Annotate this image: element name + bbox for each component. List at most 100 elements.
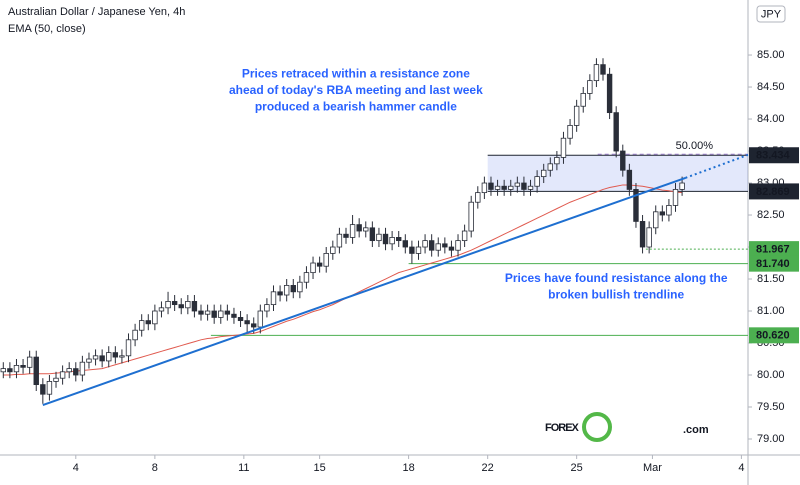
candle-body [376,233,382,242]
candle-body [653,211,659,229]
x-tick-label: 15 [314,462,326,474]
candle-body [158,307,165,312]
candle-body [475,192,481,203]
candle-body [132,329,138,341]
y-tick-label: 80.00 [757,369,785,381]
candle-body [53,377,59,382]
y-tick-label: 79.00 [757,433,785,445]
candle-body [178,304,184,309]
candle-body [593,64,600,82]
candle-body [290,285,296,293]
candle-body [508,185,514,190]
level-label: 80.620 [756,330,790,342]
candle-body [349,224,356,238]
y-tick-label: 84.00 [757,113,785,125]
candle-body [211,310,217,318]
annotation: ahead of today's RBA meeting and last we… [229,83,483,97]
fib-label: 50.00% [676,140,714,152]
candle-body [316,262,323,267]
candle-body [99,355,105,362]
candle-body [646,227,652,248]
candle-body [567,125,573,139]
x-tick-label: 22 [482,462,494,474]
candle-body [79,361,86,376]
candle-body [224,310,231,315]
logo-brand: FOREX [545,422,580,434]
candle-body [7,368,13,373]
candle-body [152,310,158,325]
candle-body [86,358,92,363]
candle-body [198,310,204,315]
currency-label: JPY [761,8,782,20]
candle-body [382,233,389,245]
trendline-extension [685,153,749,179]
candle-body [356,224,362,232]
candle-body [297,281,303,293]
annotation: produced a bearish hammer candle [255,99,457,113]
currency-box [756,5,786,23]
candle-body [20,365,26,368]
candle-body [481,182,488,194]
candle-body [435,243,441,251]
level-label-box [749,183,799,200]
candle-body [633,189,639,222]
x-tick-label: 4 [738,462,744,474]
candle-body [363,227,369,232]
annotation: Prices retraced within a resistance zone [242,66,470,80]
candle-body [204,310,211,315]
level-label-box [749,327,799,344]
candle-body [33,356,39,386]
candle-body [138,320,145,331]
candle-body [26,356,33,368]
candle-body [218,310,224,318]
candle-body [171,301,178,306]
y-tick-label: 79.50 [757,401,785,413]
candle-body [613,112,619,152]
candle-body [92,355,99,360]
level-label: 81.740 [756,258,790,270]
candle-body [521,182,527,190]
candle-body [165,301,171,309]
x-tick-label: Mar [643,462,662,474]
candle-body [66,368,72,373]
candle-body [527,185,534,190]
candle-body [534,176,540,187]
level-label: 81.967 [756,244,790,256]
candle-body [659,211,666,216]
candle-body [402,240,409,248]
candle-body [106,352,112,362]
annotation: broken bullish trendline [548,288,684,302]
candle-body [244,320,250,325]
candle-body [369,227,376,242]
resistance-zone [487,155,748,192]
level-label-box [749,147,799,164]
y-tick-label: 85.00 [757,49,785,61]
candle-body [283,285,290,296]
candle-body [231,313,237,318]
candle-body [191,301,198,312]
chart-title: Australian Dollar / Japanese Yen, 4h [8,6,185,18]
candle-body [679,182,685,190]
candles [0,58,685,404]
candle-body [46,381,53,395]
logo-suffix: .com [683,424,709,436]
level-label: 82.869 [756,186,790,198]
candle-body [0,368,6,373]
level-label-box [749,255,799,272]
candle-body [13,365,20,373]
candle-body [264,304,270,312]
candle-body [554,157,560,165]
candle-body [448,246,455,251]
candle-body [494,185,501,190]
candle-body [396,237,402,242]
level-label-box [749,241,799,258]
y-tick-label: 81.00 [757,305,785,317]
candle-body [428,240,435,251]
candle-body [185,301,191,309]
annotation: Prices have found resistance along the [505,271,728,285]
candle-body [587,80,593,94]
x-tick-label: 11 [238,462,249,474]
candle-body [389,237,395,245]
candle-body [468,201,474,232]
